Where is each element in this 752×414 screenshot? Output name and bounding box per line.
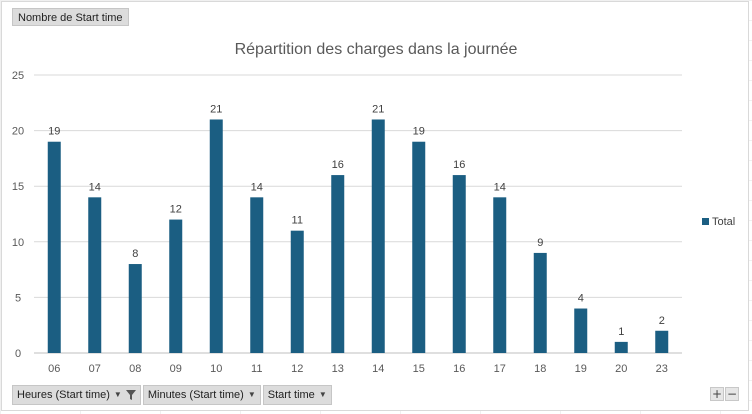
data-label: 12	[170, 204, 182, 216]
y-tick-label: 15	[12, 181, 24, 193]
gridlines	[34, 74, 682, 354]
data-label: 19	[413, 126, 425, 138]
x-tick-label: 08	[129, 363, 141, 375]
x-tick-label: 06	[48, 363, 60, 375]
chevron-down-icon: ▼	[247, 390, 256, 399]
data-label: 4	[578, 293, 584, 305]
x-tick-label: 16	[453, 363, 465, 375]
bar[interactable]	[412, 141, 426, 353]
collapse-button[interactable]: −	[725, 387, 739, 401]
x-tick-label: 15	[413, 363, 425, 375]
x-tick-label: 18	[534, 363, 546, 375]
bar[interactable]	[533, 252, 547, 353]
bar[interactable]	[88, 197, 102, 353]
axis-field-buttons: Heures (Start time) ▼ Minutes (Start tim…	[12, 385, 332, 405]
bar[interactable]	[452, 175, 466, 353]
x-tick-label: 07	[89, 363, 101, 375]
expand-button[interactable]: +	[710, 387, 724, 401]
bar[interactable]	[493, 197, 507, 353]
filter-icon	[125, 390, 136, 400]
data-label: 14	[251, 181, 263, 193]
axis-field-hours[interactable]: Heures (Start time) ▼	[12, 385, 141, 405]
value-field-button[interactable]: Nombre de Start time	[12, 8, 129, 26]
y-tick-label: 25	[12, 70, 24, 82]
y-tick-label: 0	[15, 348, 21, 360]
axis-field-start-time[interactable]: Start time ▼	[262, 385, 332, 405]
data-label: 21	[372, 103, 384, 115]
data-label: 9	[537, 237, 543, 249]
data-label: 16	[453, 159, 465, 171]
data-label: 21	[210, 103, 222, 115]
data-label: 16	[332, 159, 344, 171]
x-tick-label: 14	[372, 363, 384, 375]
axis-field-label: Minutes (Start time)	[147, 389, 244, 401]
chevron-down-icon: ▼	[113, 390, 122, 399]
x-tick-label: 19	[575, 363, 587, 375]
bar[interactable]	[250, 197, 264, 353]
data-label: 11	[292, 215, 303, 227]
bar[interactable]	[290, 230, 304, 353]
data-label: 14	[89, 181, 101, 193]
y-tick-label: 10	[12, 237, 24, 249]
chevron-down-icon: ▼	[318, 390, 327, 399]
x-tick-label: 10	[210, 363, 222, 375]
legend-swatch-total	[702, 218, 709, 225]
bar[interactable]	[331, 175, 345, 353]
bar[interactable]	[169, 219, 183, 353]
chart-title: Répartition des charges dans la journée	[235, 41, 518, 58]
legend: Total	[702, 216, 735, 228]
bar[interactable]	[655, 330, 669, 353]
data-label: 14	[494, 181, 506, 193]
data-label: 8	[132, 248, 138, 260]
expand-collapse-buttons: + −	[710, 387, 739, 401]
x-tick-label: 11	[251, 363, 262, 375]
y-tick-label: 5	[15, 292, 21, 304]
x-tick-label: 09	[170, 363, 182, 375]
x-tick-label: 20	[615, 363, 627, 375]
bar[interactable]	[614, 341, 628, 353]
y-axis: 0 5 10 15 20 25	[12, 70, 24, 360]
legend-label-total: Total	[712, 216, 735, 228]
axis-field-label: Start time	[267, 389, 315, 401]
data-label: 1	[618, 326, 624, 338]
data-label: 19	[48, 126, 60, 138]
x-tick-label: 13	[332, 363, 344, 375]
data-label: 2	[659, 315, 665, 327]
bar[interactable]	[371, 119, 385, 353]
bar[interactable]	[574, 308, 588, 353]
chart-svg: Répartition des charges dans la journée …	[12, 41, 735, 375]
x-tick-label: 23	[656, 363, 668, 375]
bar[interactable]	[209, 119, 223, 353]
axis-field-minutes[interactable]: Minutes (Start time) ▼	[142, 385, 261, 405]
bar[interactable]	[47, 141, 61, 353]
x-axis: 06 07 08 09 10 11 12 13 14 15 16 17 18 19 20 23	[48, 363, 668, 375]
bars	[47, 119, 669, 353]
x-tick-label: 12	[291, 363, 303, 375]
bar[interactable]	[128, 264, 142, 353]
x-tick-label: 17	[494, 363, 506, 375]
y-tick-label: 20	[12, 126, 24, 138]
axis-field-label: Heures (Start time)	[17, 389, 110, 401]
